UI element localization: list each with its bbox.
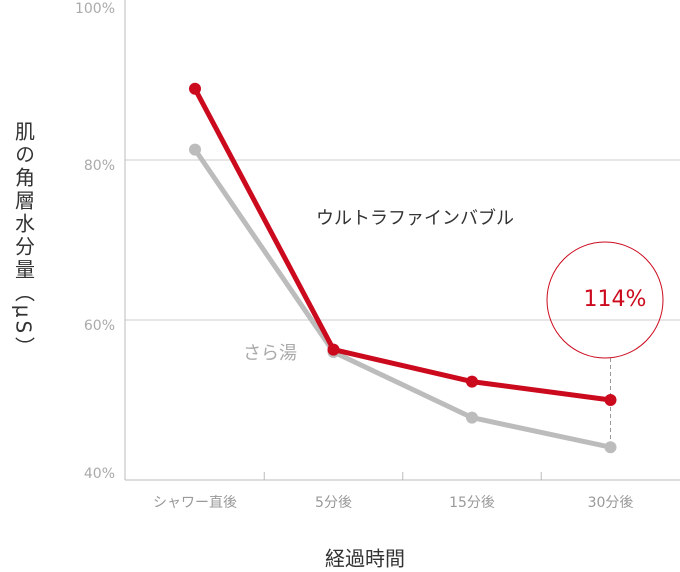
- y-tick-label: 40%: [84, 466, 115, 482]
- annotation: 114%: [584, 287, 647, 312]
- series-label: ウルトラファインバブル: [316, 207, 514, 229]
- point: [189, 143, 201, 156]
- y-tick-label: 80%: [84, 158, 115, 174]
- x-axis-title: 経過時間: [325, 547, 405, 571]
- point: [604, 394, 617, 406]
- point: [604, 441, 617, 454]
- y-tick-label: 100%: [75, 1, 115, 17]
- annotation-circle: [546, 241, 664, 359]
- x-tick-label: シャワー直後: [153, 494, 237, 511]
- x-tick-label: 30分後: [588, 495, 634, 511]
- point: [466, 411, 478, 424]
- point: [189, 82, 201, 95]
- x-tick-label: 15分後: [449, 495, 495, 511]
- x-tick-label: 5分後: [315, 495, 352, 511]
- y-axis-title: 肌の角層水分量（μS）: [12, 121, 36, 359]
- series-line: [192, 148, 612, 450]
- series-label: さら湯: [243, 343, 297, 364]
- point: [327, 343, 340, 356]
- y-tick-label: 60%: [84, 318, 115, 334]
- point: [466, 375, 478, 388]
- series-line: [192, 87, 611, 403]
